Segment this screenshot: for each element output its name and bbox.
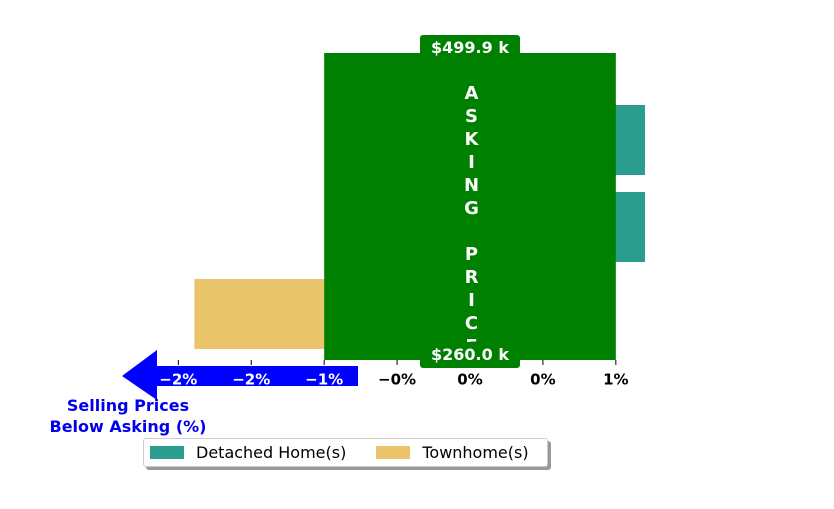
bottom-price-label: $260.0 k (420, 342, 520, 368)
asking-price-box (324, 53, 616, 360)
top-price-label: $499.9 k (420, 35, 520, 61)
direction-arrow (122, 350, 358, 400)
legend-item: Townhome(s) (376, 443, 529, 462)
legend-swatch (376, 446, 411, 459)
x-tick-label: 1% (603, 371, 628, 389)
x-axis-label: Selling Prices Below Asking (%) (49, 396, 207, 436)
legend-item: Detached Home(s) (150, 443, 346, 462)
x-tick-label: −0% (378, 371, 416, 389)
legend: Detached Home(s) Townhome(s) (143, 438, 548, 467)
x-tick-label: −2% (232, 371, 270, 389)
x-tick-label: −2% (159, 371, 197, 389)
legend-swatch (150, 446, 184, 459)
legend-label: Townhome(s) (422, 443, 529, 462)
legend-label: Detached Home(s) (196, 443, 347, 462)
asking-price-text: ASKING PRICE (461, 83, 482, 359)
x-tick-label: 0% (457, 371, 482, 389)
x-tick-label: 0% (530, 371, 555, 389)
x-tick-label: −1% (305, 371, 343, 389)
